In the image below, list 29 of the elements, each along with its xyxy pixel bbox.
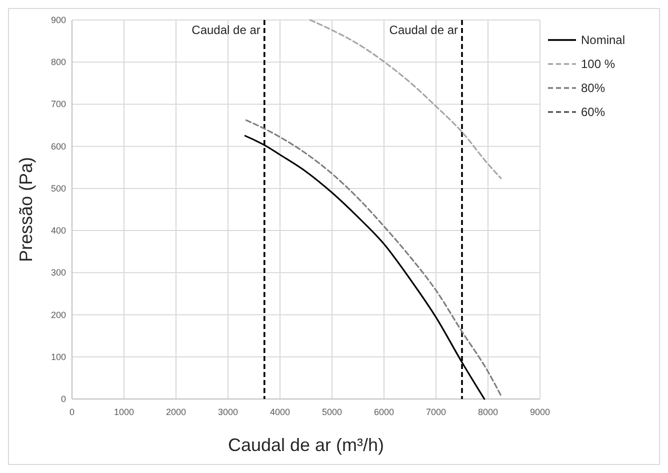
line-series: [309, 19, 502, 180]
x-tick-label: 4000: [270, 407, 290, 417]
x-tick-label: 5000: [322, 407, 342, 417]
x-tick-label: 8000: [478, 407, 498, 417]
x-tick-label: 0: [69, 407, 75, 417]
legend-label: 100 %: [581, 57, 616, 71]
x-tick-label: 1000: [114, 407, 134, 417]
x-tick-label: 6000: [374, 407, 394, 417]
y-tick-label: 0: [60, 394, 66, 404]
legend-label: 80%: [581, 81, 606, 95]
legend-label: Nominal: [581, 33, 626, 47]
x-tick-label: 9000: [530, 407, 550, 417]
y-tick-label: 800: [50, 57, 66, 68]
y-tick-label: 500: [50, 183, 66, 194]
x-tick-label: 2000: [166, 407, 186, 417]
ref-line-label: Caudal de ar: [389, 23, 458, 37]
y-tick-label: 900: [50, 15, 66, 25]
y-axis-title: Pressão (Pa): [16, 156, 36, 262]
y-tick-label: 100: [50, 352, 66, 362]
y-tick-label: 400: [50, 226, 66, 236]
y-tick-label: 700: [50, 99, 66, 110]
y-tick-label: 300: [50, 268, 66, 278]
legend-label: 60%: [581, 105, 606, 119]
ref-line-label: Caudal de ar: [192, 23, 260, 37]
x-tick-label: 7000: [426, 407, 446, 417]
y-tick-label: 600: [50, 141, 66, 152]
y-tick-label: 200: [50, 310, 66, 320]
x-axis-title: Caudal de ar (m³/h): [228, 435, 384, 455]
x-tick-label: 3000: [218, 407, 238, 417]
